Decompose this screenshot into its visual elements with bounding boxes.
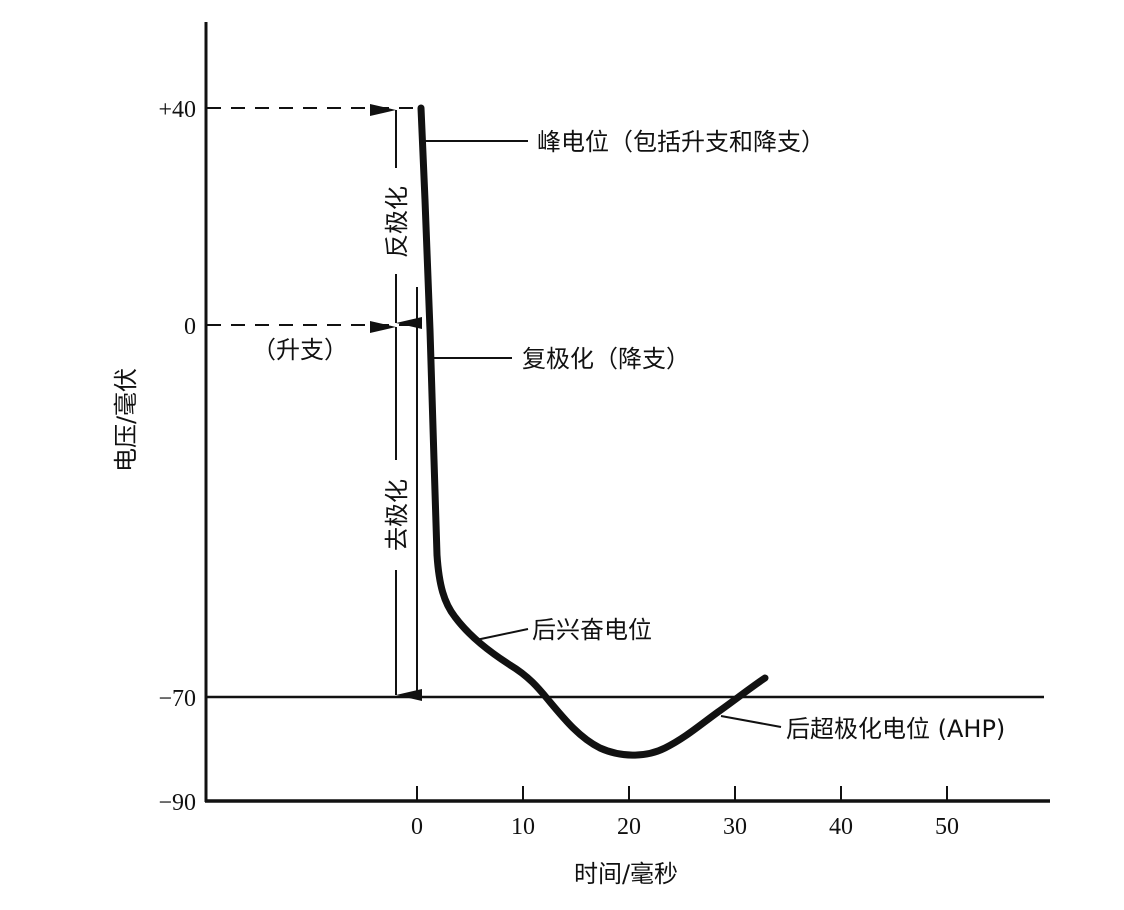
y-tick-minus70: −70	[158, 686, 196, 712]
x-tick-20: 20	[617, 814, 641, 840]
y-tick-minus90: −90	[158, 790, 196, 816]
action-potential-curve	[417, 104, 769, 759]
leader-lines	[425, 140, 782, 728]
x-axis-title: 时间/毫秒	[574, 860, 678, 888]
annotation-spike: 峰电位（包括升支和降支）	[537, 128, 825, 156]
annotation-overshoot: 反极化	[383, 186, 411, 258]
annotation-upstroke: （升支）	[252, 336, 348, 364]
y-tick-plus40: +40	[158, 97, 196, 123]
y-tick-zero: 0	[184, 314, 196, 340]
annotation-after-depolarization: 后兴奋电位	[532, 616, 652, 644]
annotation-depolarization: 去极化	[383, 479, 411, 551]
x-ticks	[416, 786, 948, 801]
x-tick-50: 50	[935, 814, 959, 840]
annotation-ahp: 后超极化电位 (AHP)	[786, 715, 1005, 743]
x-tick-0: 0	[411, 814, 423, 840]
x-tick-40: 40	[829, 814, 853, 840]
y-axis-title: 电压/毫伏	[112, 368, 140, 472]
x-tick-10: 10	[511, 814, 535, 840]
annotation-repolarization: 复极化（降支）	[522, 345, 690, 373]
x-tick-30: 30	[723, 814, 747, 840]
